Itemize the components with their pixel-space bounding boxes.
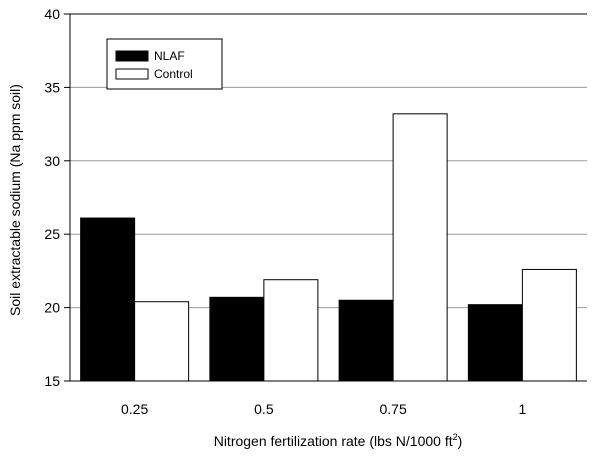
bar-control-0.75 xyxy=(392,113,448,382)
x-axis-label-superscript: 2 xyxy=(453,432,458,442)
axes xyxy=(69,13,587,382)
legend-label-control: Control xyxy=(154,67,193,81)
bar-nlaf-0.25 xyxy=(80,217,136,382)
y-tick-label: 15 xyxy=(44,373,60,389)
bar-nlaf-0.75 xyxy=(338,299,394,382)
legend-label-nlaf: NLAF xyxy=(154,49,185,63)
bar-nlaf-1 xyxy=(467,304,523,382)
legend-swatch-control xyxy=(115,68,149,80)
y-tick-label: 40 xyxy=(44,6,60,22)
x-tick-label: 1 xyxy=(518,401,526,417)
y-axis-label: Soil extractable sodium (Na ppm soil) xyxy=(7,84,23,316)
bar-control-1 xyxy=(521,268,577,382)
y-tick-label: 35 xyxy=(44,79,60,95)
x-tick-label: 0.75 xyxy=(380,401,407,417)
x-axis-label-suffix: ) xyxy=(458,433,463,449)
y-tick-label: 30 xyxy=(44,153,60,169)
legend: NLAF Control xyxy=(106,38,223,90)
bars xyxy=(80,113,577,382)
x-axis-label: Nitrogen fertilization rate (lbs N/1000 … xyxy=(214,432,463,449)
y-tick-label: 25 xyxy=(44,226,60,242)
x-axis-label-text: Nitrogen fertilization rate (lbs N/1000 … xyxy=(214,433,453,449)
legend-swatch-nlaf xyxy=(115,50,149,62)
x-tick-label: 0.25 xyxy=(121,401,148,417)
y-ticks: 15 20 25 30 35 40 xyxy=(44,6,70,389)
bar-control-0.25 xyxy=(134,301,190,382)
y-tick-label: 20 xyxy=(44,300,60,316)
bar-control-0.5 xyxy=(263,279,319,382)
x-ticks: 0.25 0.5 0.75 1 xyxy=(121,401,526,417)
legend-frame xyxy=(106,38,223,90)
x-tick-label: 0.5 xyxy=(254,401,274,417)
bar-nlaf-0.5 xyxy=(209,296,265,382)
gridlines xyxy=(70,86,587,309)
